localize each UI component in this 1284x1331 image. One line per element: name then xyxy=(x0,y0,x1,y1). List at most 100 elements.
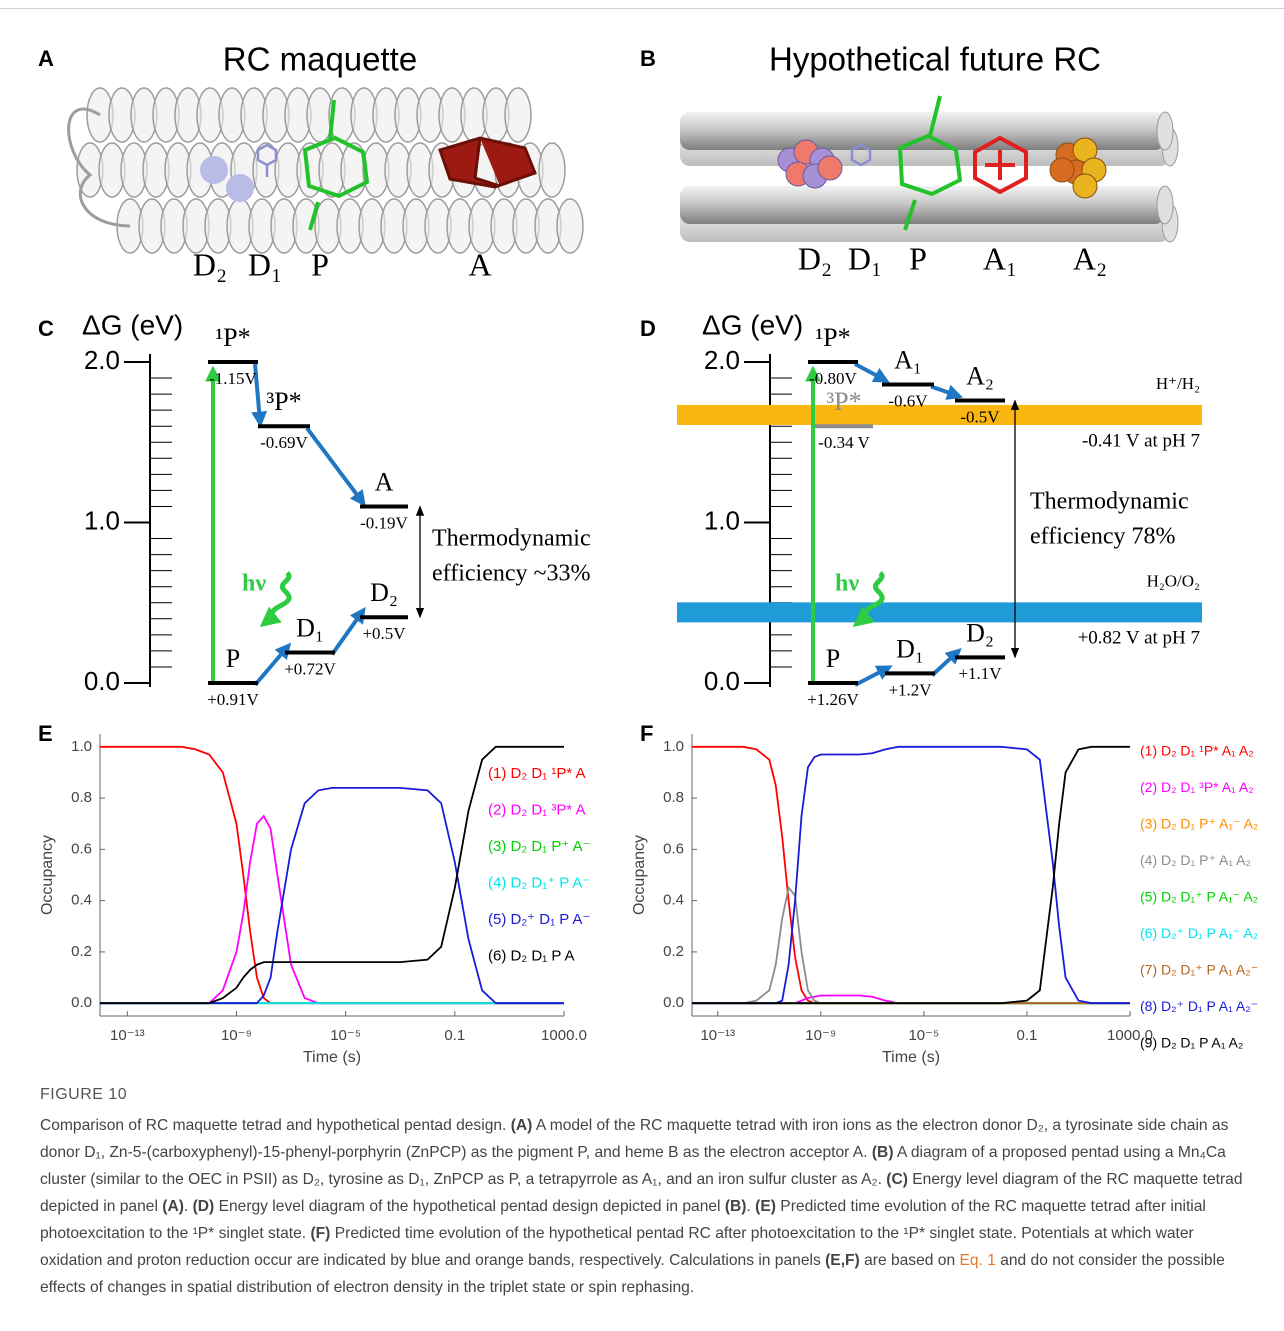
legend-entry: (4) D₂ D₁⁺ P A⁻ xyxy=(488,874,590,891)
x-tick-label: 10⁻⁹ xyxy=(805,1027,836,1044)
caption-text: Predicted time evolution of the hypothet… xyxy=(40,1225,1194,1269)
iron-ion xyxy=(200,156,228,184)
caption-text: and do not consider the possible effects… xyxy=(40,1252,1225,1296)
caption-text: Comparison of RC maquette tetrad and hyp… xyxy=(40,1117,511,1134)
helix-cylinder xyxy=(680,186,1165,224)
y-tick-label: 0.8 xyxy=(663,789,684,806)
caption-text: (C) xyxy=(886,1171,908,1188)
legend-entry: (5) D₂ D₁⁺ P A₁⁻ A₂ xyxy=(1140,889,1258,905)
legend-entry: (8) D₂⁺ D₁ P A₁ A₂⁻ xyxy=(1140,998,1258,1014)
figure-label: FIGURE 10 xyxy=(40,1086,128,1103)
component-label: D₁ xyxy=(848,240,882,276)
potential-band xyxy=(677,404,1202,425)
x-tick-label: 10⁻¹³ xyxy=(700,1027,735,1044)
y-tick-label: 2.0 xyxy=(704,345,740,375)
transfer-arrow xyxy=(930,647,962,677)
iron-ion xyxy=(226,174,254,202)
transfer-arrow xyxy=(854,362,890,383)
annotation: Thermodynamic xyxy=(1030,489,1189,515)
caption-text[interactable]: Eq. 1 xyxy=(959,1252,996,1269)
caption-text: (E) xyxy=(755,1198,776,1215)
x-tick-label: 0.1 xyxy=(444,1027,465,1044)
photon-label: hν xyxy=(835,571,859,597)
level-potential: +0.91V xyxy=(207,690,259,709)
panel-title: Hypothetical future RC xyxy=(769,41,1101,78)
legend-entry: (7) D₂ D₁⁺ P A₁ A₂⁻ xyxy=(1140,962,1258,978)
porphyrin xyxy=(897,95,963,231)
legend-entry: (6) D₂⁺ D₁ P A₁⁻ A₂ xyxy=(1140,925,1258,941)
x-tick-label: 10⁻⁹ xyxy=(221,1027,252,1044)
level-label: P xyxy=(226,644,240,673)
photon-squiggle xyxy=(259,571,292,628)
panel-letter: D xyxy=(640,316,656,341)
y-tick-label: 0.0 xyxy=(663,994,684,1011)
x-tick-label: 0.1 xyxy=(1017,1027,1038,1044)
level-label: ¹P* xyxy=(215,323,250,352)
figure: A RC maquette B Hypothetical future RC D₂ D₁ P… xyxy=(38,41,1258,1067)
level-label: A₁ xyxy=(894,345,922,374)
legend-entry: (2) D₂ D₁ ³P* A₁ A₂ xyxy=(1140,779,1254,795)
caption-text: Energy level diagram of the RC maquette … xyxy=(40,1171,1243,1215)
y-tick-label: 0.2 xyxy=(71,943,92,960)
level-label: ³P* xyxy=(266,387,301,416)
potential-band xyxy=(677,602,1202,623)
band-note: +0.82 V at pH 7 xyxy=(1078,628,1200,649)
mn-cluster xyxy=(817,155,843,181)
level-label: ³P* xyxy=(826,387,861,416)
x-tick-label: 10⁻⁵ xyxy=(908,1027,939,1044)
x-tick-label: 10⁻¹³ xyxy=(110,1027,145,1044)
figure-caption: Comparison of RC maquette tetrad and hyp… xyxy=(40,1112,1255,1301)
y-tick-label: 1.0 xyxy=(704,505,740,535)
legend-entry: (3) D₂ D₁ P⁺ A₁⁻ A₂ xyxy=(1140,816,1258,832)
caption-text: . xyxy=(183,1198,193,1215)
component-label: D₁ xyxy=(248,246,282,282)
photon-squiggle xyxy=(852,571,885,628)
x-tick-label: 1000.0 xyxy=(541,1027,587,1044)
transfer-arrow xyxy=(253,642,292,687)
level-potential: -0.34 V xyxy=(818,433,870,452)
photon-label: hν xyxy=(242,571,266,597)
component-label: D₂ xyxy=(193,246,227,282)
y-tick-label: 0.4 xyxy=(71,892,92,909)
x-axis-title: Time (s) xyxy=(303,1049,361,1066)
level-label: D₂ xyxy=(370,578,398,607)
transfer-arrow xyxy=(930,384,964,400)
y-tick-label: 1.0 xyxy=(71,738,92,755)
level-potential: +1.2V xyxy=(888,680,932,699)
level-label: D₁ xyxy=(896,634,924,663)
annotation: Thermodynamic xyxy=(432,526,591,552)
transfer-arrow xyxy=(251,363,268,428)
x-tick-label: 1000.0 xyxy=(1107,1027,1153,1044)
y-axis-title: Occupancy xyxy=(39,835,56,915)
level-potential: +0.72V xyxy=(284,659,336,678)
caption-text: . xyxy=(746,1198,756,1215)
transfer-arrow xyxy=(854,665,893,687)
tyrosine xyxy=(850,143,872,167)
loop xyxy=(67,107,131,228)
axis-title: ΔG (eV) xyxy=(82,309,183,340)
legend-entry: (1) D₂ D₁ ¹P* A xyxy=(488,765,586,782)
component-label: A₁ xyxy=(983,240,1017,276)
level-potential: -0.19V xyxy=(360,513,408,532)
tetrapyrrole xyxy=(973,135,1028,195)
panel-letter: F xyxy=(640,721,653,746)
y-tick-label: 0.6 xyxy=(71,840,92,857)
component-label: A₂ xyxy=(1073,240,1107,276)
level-label: A₂ xyxy=(966,361,994,390)
x-tick-label: 10⁻⁵ xyxy=(330,1027,361,1044)
series-line xyxy=(692,745,1130,1005)
caption-text: (B) xyxy=(871,1144,894,1161)
helix-turn xyxy=(504,87,532,143)
panel-letter: E xyxy=(38,721,53,746)
tyrosine xyxy=(256,143,278,177)
band-label: H⁺/H₂ xyxy=(1156,374,1200,393)
level-potential: -0.69V xyxy=(260,433,308,452)
x-axis-title: Time (s) xyxy=(882,1049,940,1066)
caption-text: A model of the RC maquette tetrad with i… xyxy=(40,1117,1229,1161)
y-tick-label: 0.2 xyxy=(663,943,684,960)
annotation: efficiency ~33% xyxy=(432,561,590,587)
y-axis-title: Occupancy xyxy=(631,835,648,915)
annotation: efficiency 78% xyxy=(1030,524,1176,550)
legend-entry: (6) D₂ D₁ P A xyxy=(488,947,574,964)
